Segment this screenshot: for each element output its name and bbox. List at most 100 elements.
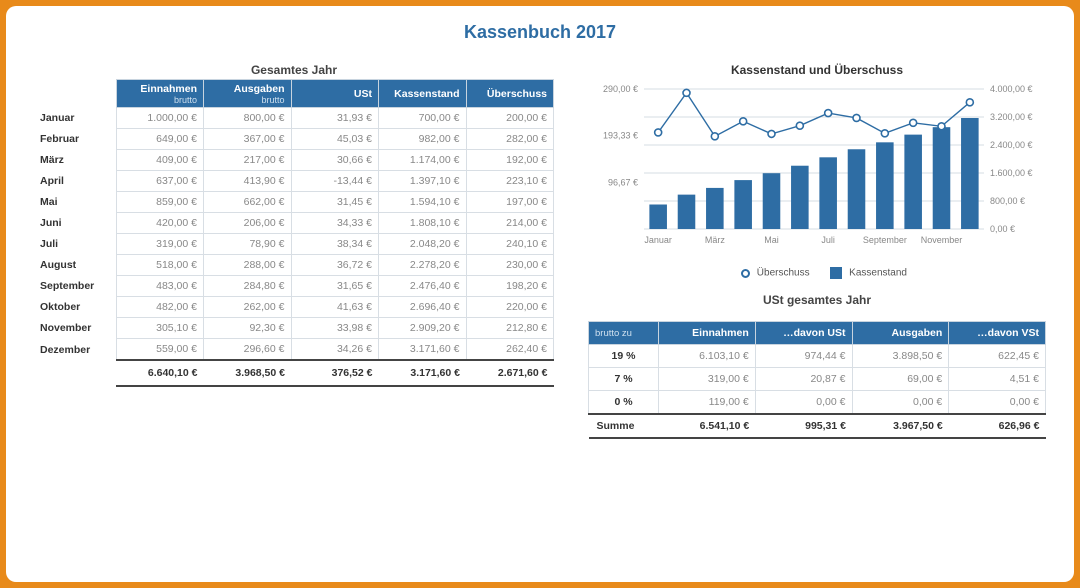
cell: 30,66 € — [291, 150, 379, 171]
cell: 230,00 € — [466, 255, 554, 276]
svg-text:1.600,00 €: 1.600,00 € — [990, 168, 1033, 178]
cell: 559,00 € — [116, 339, 204, 361]
cell: 649,00 € — [116, 129, 204, 150]
svg-text:193,33 €: 193,33 € — [603, 131, 638, 141]
cell: 1.594,10 € — [379, 192, 467, 213]
cell-total: 6.640,10 € — [116, 360, 204, 386]
table-row: Dezember559,00 €296,60 €34,26 €3.171,60 … — [34, 339, 554, 361]
row-month: August — [34, 255, 116, 276]
cell: 482,00 € — [116, 297, 204, 318]
cell: 69,00 € — [852, 368, 949, 391]
cell: 1.000,00 € — [116, 108, 204, 129]
main-col-header: Ausgabenbrutto — [204, 80, 292, 108]
legend-label-bars: Kassenstand — [849, 268, 907, 279]
row-month: Februar — [34, 129, 116, 150]
cell: 31,65 € — [291, 276, 379, 297]
cell: 240,10 € — [466, 234, 554, 255]
svg-text:März: März — [705, 235, 725, 245]
cell: 800,00 € — [204, 108, 292, 129]
cell: 2.696,40 € — [379, 297, 467, 318]
cell: 3.898,50 € — [852, 345, 949, 368]
cell-total: 3.967,50 € — [852, 414, 949, 438]
cell: 192,00 € — [466, 150, 554, 171]
svg-text:2.400,00 €: 2.400,00 € — [990, 140, 1033, 150]
main-col-header: Überschuss — [466, 80, 554, 108]
cell: 4,51 € — [949, 368, 1046, 391]
row-rate: 0 % — [589, 391, 659, 415]
legend-marker-line-icon — [741, 269, 750, 278]
table-row: Juli319,00 €78,90 €38,34 €2.048,20 €240,… — [34, 234, 554, 255]
cell: 36,72 € — [291, 255, 379, 276]
cell-total: 3.171,60 € — [379, 360, 467, 386]
svg-text:3.200,00 €: 3.200,00 € — [990, 112, 1033, 122]
row-month: November — [34, 318, 116, 339]
ust-table-title: USt gesamtes Jahr — [588, 293, 1046, 307]
table-row: Februar649,00 €367,00 €45,03 €982,00 €28… — [34, 129, 554, 150]
row-rate: 7 % — [589, 368, 659, 391]
page-title: Kassenbuch 2017 — [34, 22, 1046, 43]
cell-total: 995,31 € — [755, 414, 852, 438]
cell: 2.476,40 € — [379, 276, 467, 297]
cell: 319,00 € — [659, 368, 756, 391]
cell: 20,87 € — [755, 368, 852, 391]
table-row: März409,00 €217,00 €30,66 €1.174,00 €192… — [34, 150, 554, 171]
table-row: 19 %6.103,10 €974,44 €3.898,50 €622,45 € — [589, 345, 1046, 368]
table-row: August518,00 €288,00 €36,72 €2.278,20 €2… — [34, 255, 554, 276]
row-month: März — [34, 150, 116, 171]
cell: 413,90 € — [204, 171, 292, 192]
cell: 206,00 € — [204, 213, 292, 234]
cell: 483,00 € — [116, 276, 204, 297]
table-row-total: Summe6.541,10 €995,31 €3.967,50 €626,96 … — [589, 414, 1046, 438]
cell: 34,26 € — [291, 339, 379, 361]
cell: 2.048,20 € — [379, 234, 467, 255]
cell: 198,20 € — [466, 276, 554, 297]
svg-text:290,00 €: 290,00 € — [603, 84, 638, 94]
cell: 0,00 € — [755, 391, 852, 415]
cell: 319,00 € — [116, 234, 204, 255]
row-month: Mai — [34, 192, 116, 213]
ust-col-header: …davon USt — [755, 322, 852, 345]
chart-title: Kassenstand und Überschuss — [588, 63, 1046, 77]
cell: -13,44 € — [291, 171, 379, 192]
cell: 92,30 € — [204, 318, 292, 339]
main-table-title: Gesamtes Jahr — [34, 63, 554, 77]
ust-col-header: Einnahmen — [659, 322, 756, 345]
chart-legend: Überschuss Kassenstand — [588, 267, 1046, 279]
cell: 288,00 € — [204, 255, 292, 276]
svg-text:0,00 €: 0,00 € — [990, 224, 1015, 234]
cell: 119,00 € — [659, 391, 756, 415]
cell: 0,00 € — [852, 391, 949, 415]
svg-text:96,67 €: 96,67 € — [608, 177, 638, 187]
table-row: November305,10 €92,30 €33,98 €2.909,20 €… — [34, 318, 554, 339]
cell: 1.397,10 € — [379, 171, 467, 192]
cell: 409,00 € — [116, 150, 204, 171]
row-month: Juni — [34, 213, 116, 234]
cell: 212,80 € — [466, 318, 554, 339]
svg-text:September: September — [863, 235, 907, 245]
cell: 217,00 € — [204, 150, 292, 171]
legend-marker-bar-icon — [830, 267, 842, 279]
cell: 2.909,20 € — [379, 318, 467, 339]
table-row: September483,00 €284,80 €31,65 €2.476,40… — [34, 276, 554, 297]
row-rate: 19 % — [589, 345, 659, 368]
cell: 34,33 € — [291, 213, 379, 234]
legend-label-line: Überschuss — [757, 268, 810, 279]
cell: 282,00 € — [466, 129, 554, 150]
row-month: Oktober — [34, 297, 116, 318]
svg-text:800,00 €: 800,00 € — [990, 196, 1025, 206]
cell: 1.174,00 € — [379, 150, 467, 171]
cell: 214,00 € — [466, 213, 554, 234]
row-total-label: Summe — [589, 414, 659, 438]
table-row-total: 6.640,10 €3.968,50 €376,52 €3.171,60 €2.… — [34, 360, 554, 386]
cell: 420,00 € — [116, 213, 204, 234]
cell: 33,98 € — [291, 318, 379, 339]
cell: 700,00 € — [379, 108, 467, 129]
cell: 262,40 € — [466, 339, 554, 361]
cell: 637,00 € — [116, 171, 204, 192]
row-month: September — [34, 276, 116, 297]
cell: 0,00 € — [949, 391, 1046, 415]
table-row: Oktober482,00 €262,00 €41,63 €2.696,40 €… — [34, 297, 554, 318]
table-row: 7 %319,00 €20,87 €69,00 €4,51 € — [589, 368, 1046, 391]
main-table: EinnahmenbruttoAusgabenbruttoUStKassenst… — [34, 79, 554, 387]
cell: 262,00 € — [204, 297, 292, 318]
